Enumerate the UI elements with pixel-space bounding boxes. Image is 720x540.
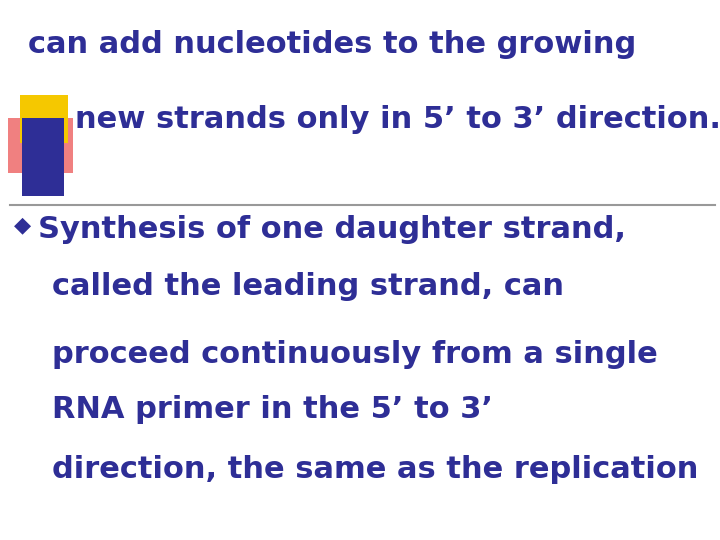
Text: can add nucleotides to the growing: can add nucleotides to the growing [28,30,636,59]
Text: proceed continuously from a single: proceed continuously from a single [52,340,658,369]
Bar [20,95,68,143]
Text: called the leading strand, can: called the leading strand, can [52,272,564,301]
Text: RNA primer in the 5’ to 3’: RNA primer in the 5’ to 3’ [52,395,493,424]
Text: new strands only in 5’ to 3’ direction.: new strands only in 5’ to 3’ direction. [75,105,720,134]
Text: direction, the same as the replication: direction, the same as the replication [52,455,698,484]
Bar [22,118,64,196]
Bar [8,118,73,173]
Text: Synthesis of one daughter strand,: Synthesis of one daughter strand, [38,215,626,244]
Text: ◆: ◆ [14,215,31,235]
